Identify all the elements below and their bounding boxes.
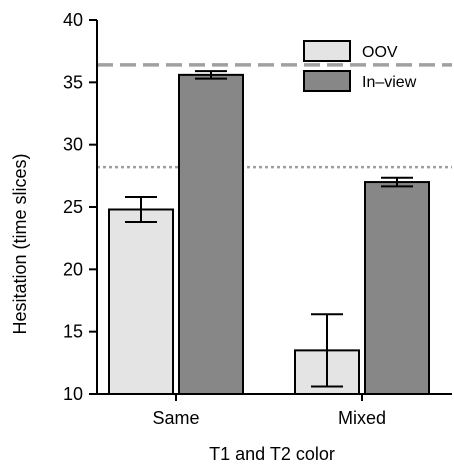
- legend-item-in-view: In–view: [303, 70, 417, 92]
- error-bar-in-view-same: [195, 70, 227, 80]
- x-tick-label: Mixed: [338, 408, 386, 428]
- bar-in-view-mixed: [364, 181, 430, 395]
- legend-swatch: [303, 40, 351, 62]
- y-tick-label: 35: [63, 72, 83, 92]
- y-tick-label: 25: [63, 197, 83, 217]
- legend-label: In–view: [362, 74, 417, 91]
- bar-in-view-same: [178, 73, 244, 395]
- y-tick-label: 10: [63, 384, 83, 404]
- y-tick-label: 30: [63, 135, 83, 155]
- reference-lines: [97, 63, 452, 169]
- x-axis-label: T1 and T2 color: [209, 444, 335, 464]
- y-tick-label: 40: [63, 10, 83, 30]
- bars: [108, 73, 430, 396]
- y-tick-label: 15: [63, 322, 83, 342]
- error-bar-oov-mixed: [311, 313, 343, 388]
- y-axis-label: Hesitation (time slices): [10, 153, 30, 334]
- error-bar-oov-same: [125, 196, 157, 223]
- y-tick-label: 20: [63, 259, 83, 279]
- error-bars: [125, 70, 413, 388]
- x-tick-labels: Same Mixed: [152, 408, 386, 428]
- y-tick-labels: 10 15 20 25 30 35 40: [63, 10, 83, 404]
- legend-label: OOV: [362, 44, 398, 61]
- axes: [89, 19, 452, 401]
- legend: OOV In–view: [303, 40, 417, 92]
- x-tick-label: Same: [152, 408, 199, 428]
- legend-item-oov: OOV: [303, 40, 398, 62]
- bar-oov-same: [108, 208, 174, 395]
- legend-swatch: [303, 70, 351, 92]
- error-bar-in-view-mixed: [381, 176, 413, 188]
